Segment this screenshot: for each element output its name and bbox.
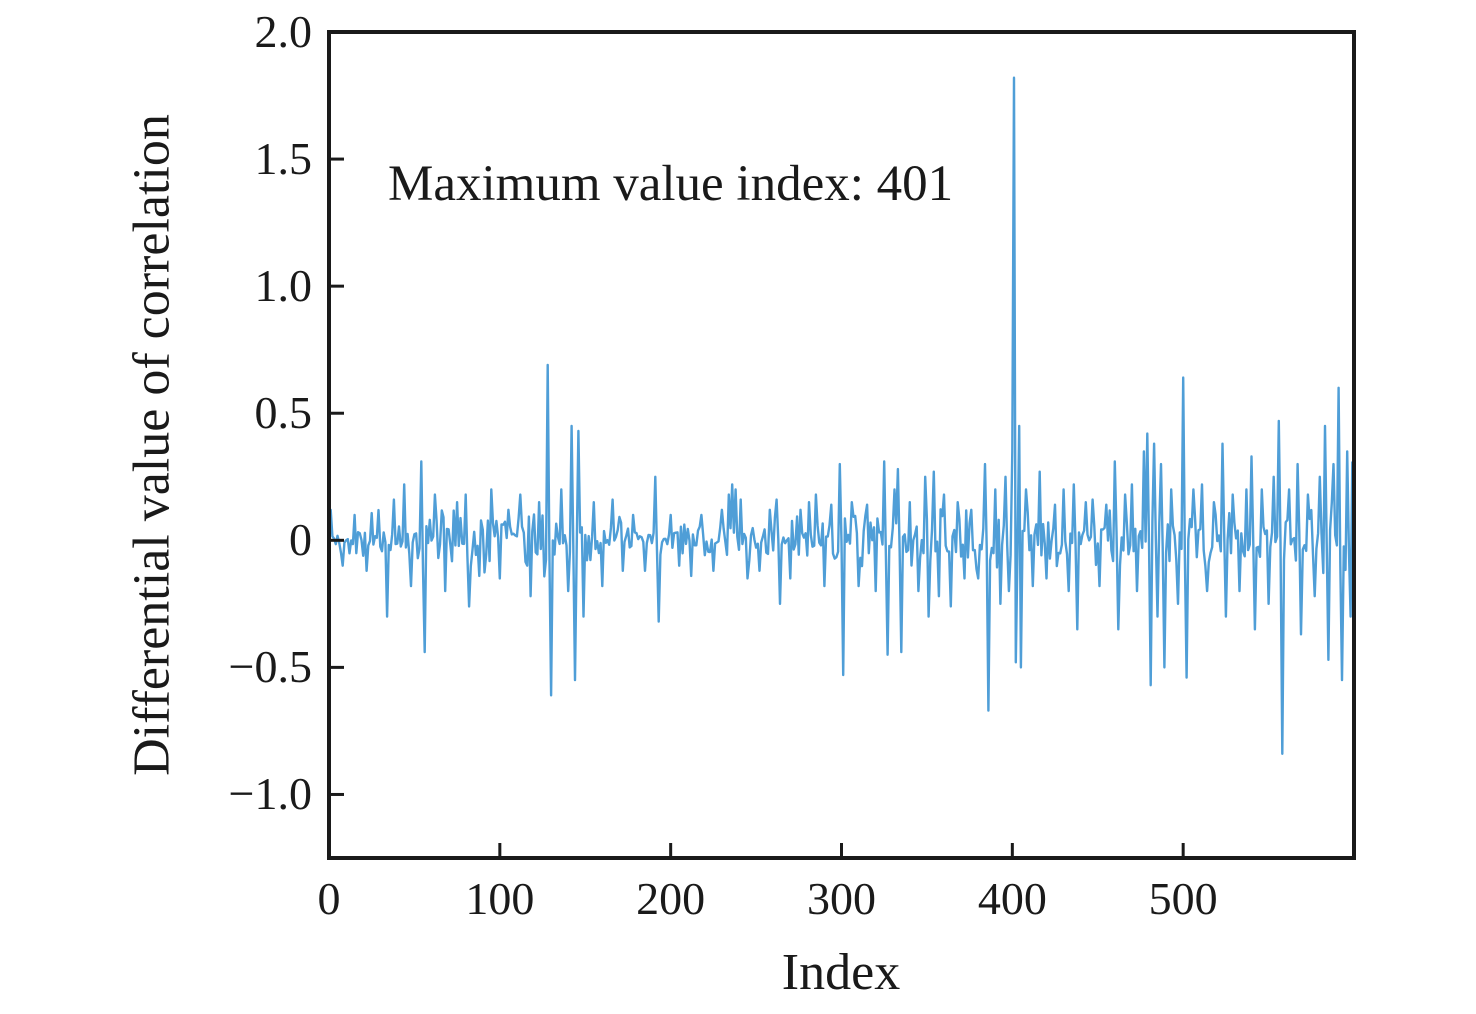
x-tick-label: 400: [977, 873, 1047, 924]
series-line: [327, 76, 1354, 755]
axis-ticks: [327, 30, 1185, 858]
y-tick-label: −0.5: [228, 641, 312, 693]
y-tick-label: 1.5: [254, 133, 313, 185]
x-tick-label: 0: [317, 873, 341, 924]
plot-frame: [327, 30, 1356, 860]
y-axis-label: Differential value of correlation: [123, 114, 181, 776]
x-tick-label: 500: [1148, 873, 1218, 924]
x-axis-label: Index: [781, 944, 901, 1001]
y-tick-label: −1.0: [228, 768, 312, 820]
y-tick-label: 1.0: [254, 260, 313, 312]
max-index-annotation: Maximum value index: 401: [388, 156, 954, 212]
y-tick-label: 0: [289, 514, 312, 566]
y-tick-label: 2.0: [254, 6, 313, 57]
x-tick-label: 100: [465, 873, 535, 924]
y-tick-label: 0.5: [254, 387, 313, 439]
x-tick-label: 300: [807, 873, 876, 924]
x-tick-label: 200: [636, 873, 706, 924]
